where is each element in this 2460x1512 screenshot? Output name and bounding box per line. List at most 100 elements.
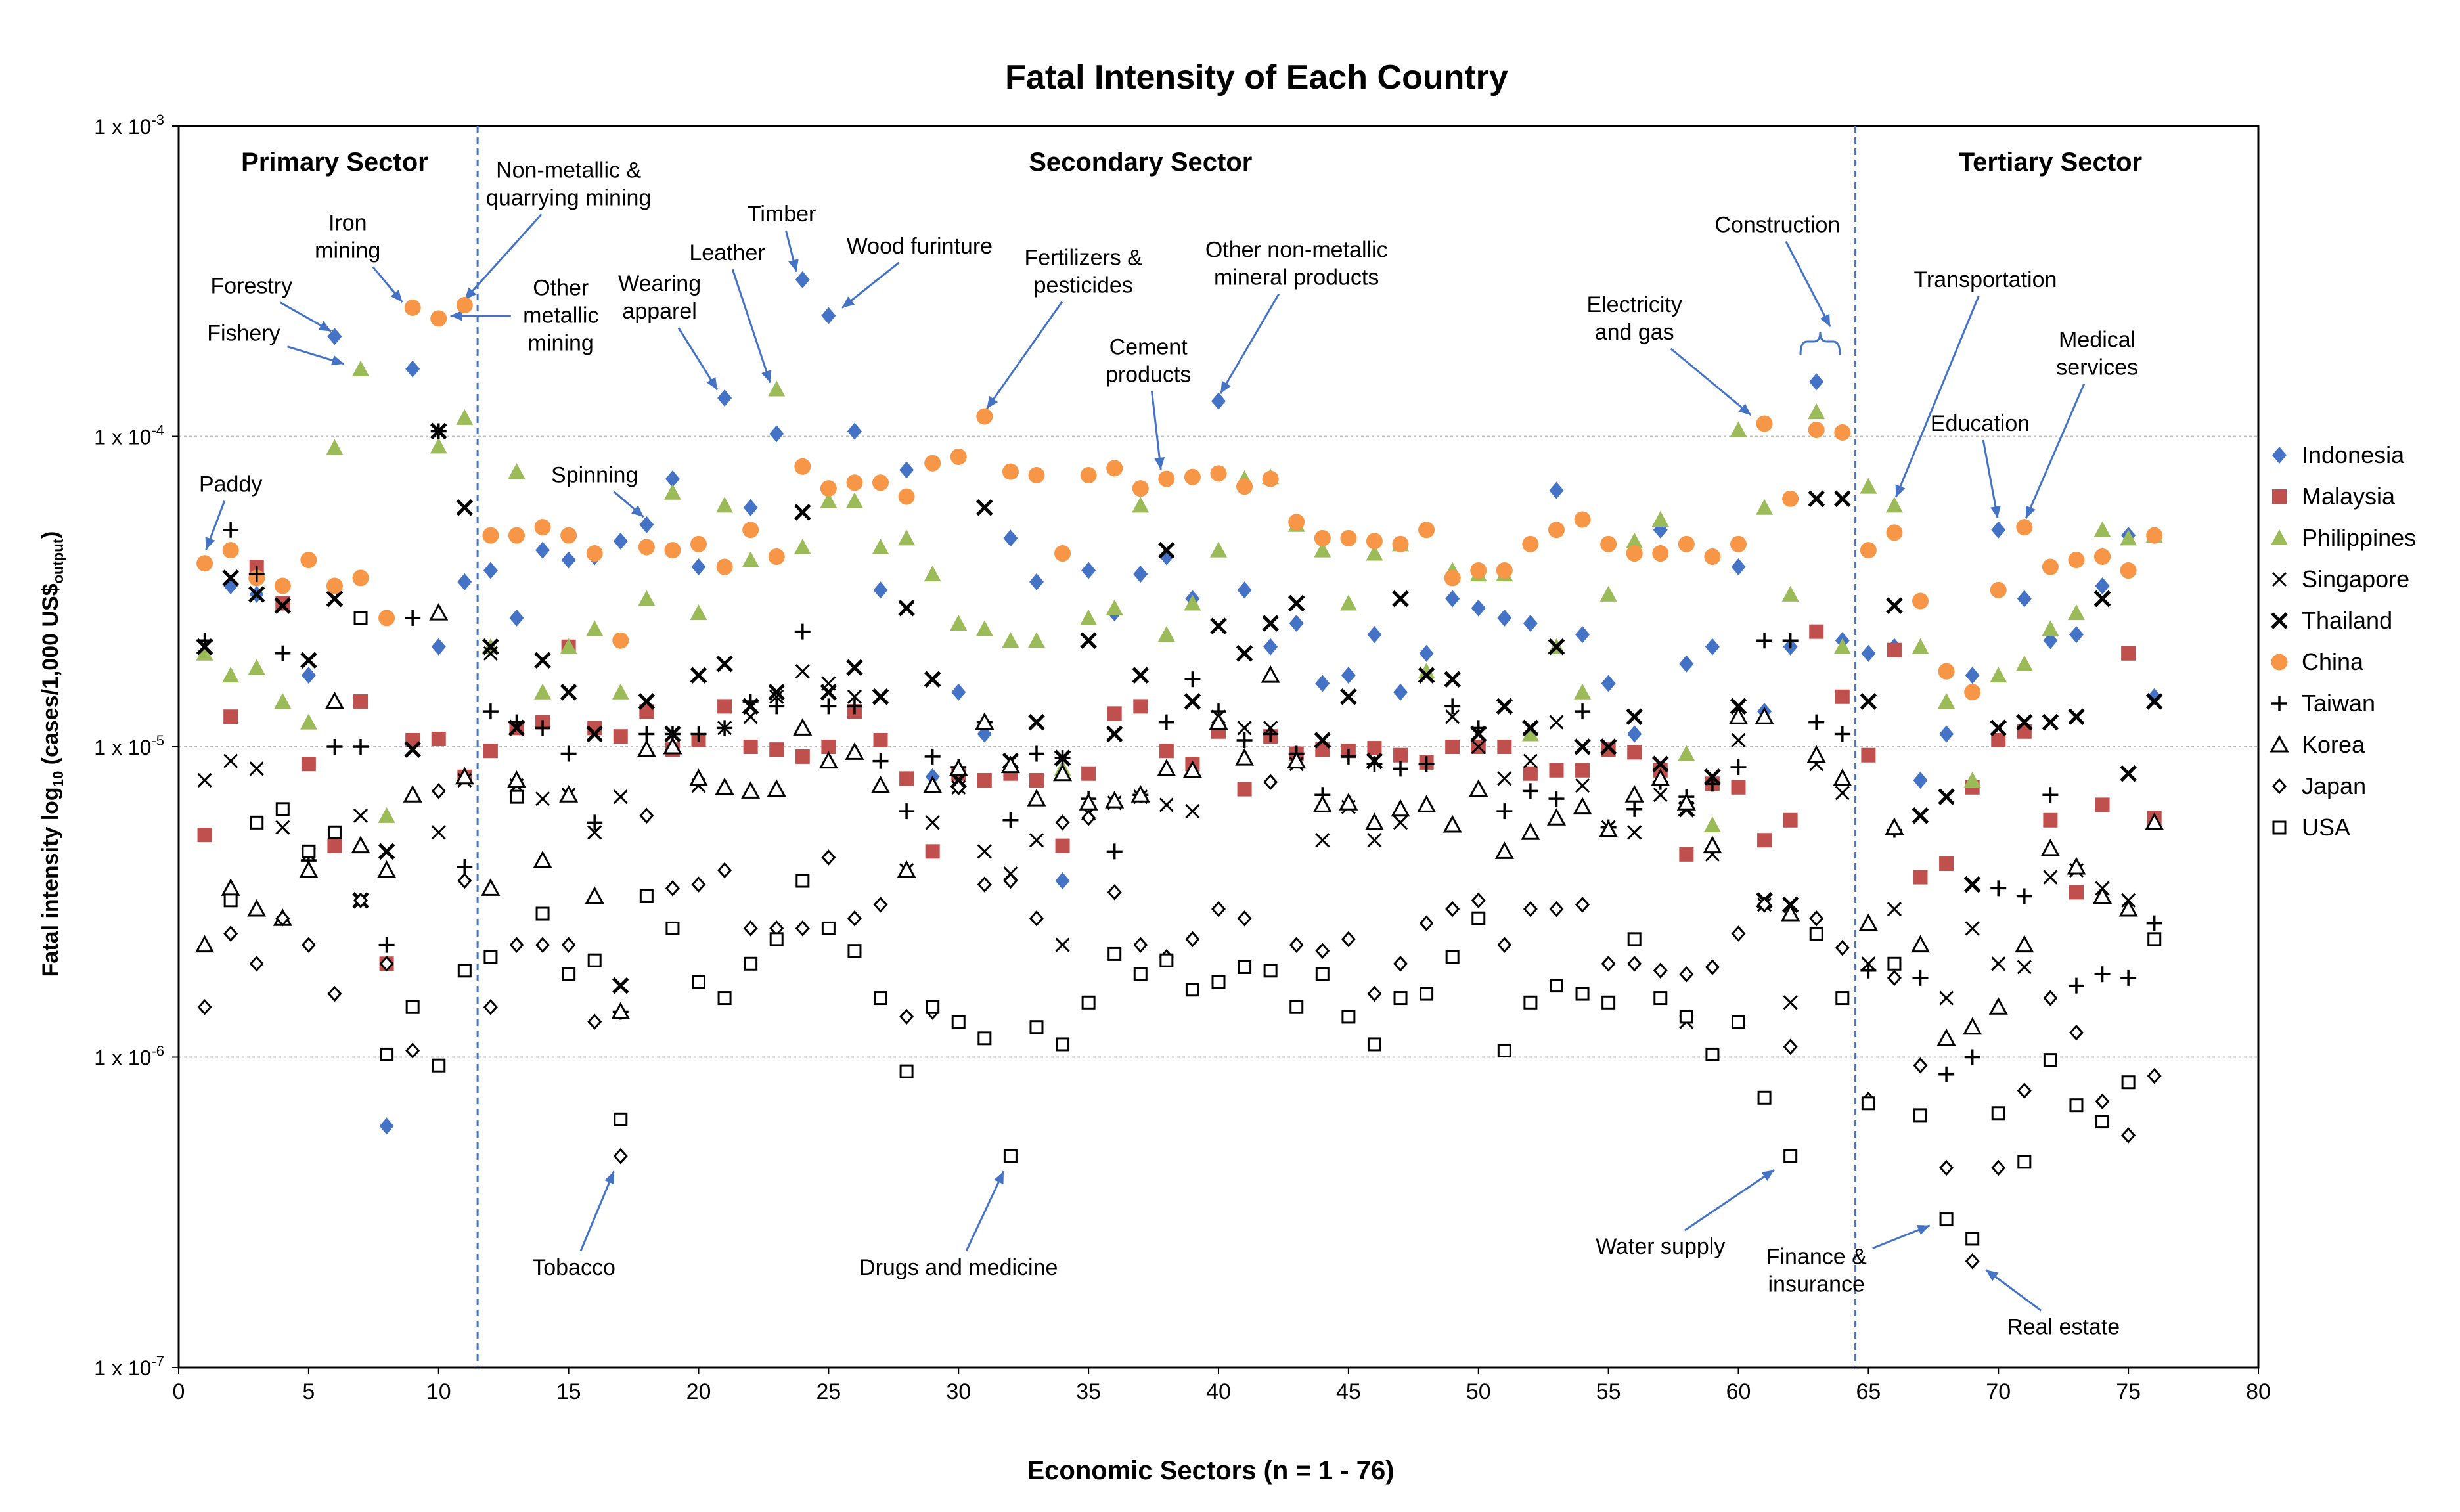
x-tick-label: 50 — [1466, 1379, 1491, 1404]
data-point — [742, 551, 759, 567]
data-point — [1315, 675, 1330, 692]
series-philippines — [196, 360, 2163, 832]
data-point — [818, 751, 838, 769]
series-korea — [195, 603, 2164, 1046]
annotation-label: Electricity — [1586, 292, 1682, 317]
data-point — [1858, 913, 1878, 931]
y-tick-exponent: -7 — [151, 1353, 164, 1369]
data-point — [977, 876, 992, 893]
annotation-arrow — [1219, 293, 1280, 395]
annotation-label: products — [1106, 363, 1191, 388]
data-point — [431, 638, 446, 656]
data-point — [1886, 524, 1903, 541]
data-point — [561, 937, 576, 953]
legend-marker — [2272, 820, 2287, 835]
data-point — [2040, 838, 2060, 856]
annotation-label: Other non-metallic — [1205, 238, 1388, 263]
data-point — [665, 921, 680, 935]
data-point — [1808, 421, 1825, 438]
data-point — [1442, 814, 1462, 833]
data-point — [1652, 755, 1669, 772]
annotation-wood: Wood furinture — [841, 234, 993, 309]
data-point — [1678, 535, 1695, 552]
data-point — [717, 991, 732, 1006]
data-point — [1549, 901, 1564, 918]
data-point — [1497, 771, 1512, 786]
data-point — [1991, 956, 2006, 971]
data-point — [1445, 901, 1460, 918]
data-point — [1679, 847, 1694, 862]
data-point — [2120, 529, 2137, 546]
data-point — [1081, 562, 1096, 579]
data-point — [873, 897, 888, 913]
data-point — [535, 937, 550, 953]
data-point — [1808, 714, 1825, 730]
annotations: Paddy Fishery Forestry Iron mining Non-metall… — [199, 158, 2138, 1339]
data-point — [403, 785, 422, 803]
data-point — [1314, 541, 1331, 558]
legend-item-korea: Korea — [2270, 731, 2365, 758]
data-point — [1366, 545, 1383, 561]
data-point — [1263, 774, 1278, 790]
annotation-label: quarrying mining — [486, 185, 651, 210]
data-point — [1546, 808, 1567, 826]
data-point — [1496, 698, 1513, 715]
data-point — [2069, 626, 2084, 644]
data-point — [1081, 995, 1096, 1010]
data-point — [1783, 1038, 1798, 1055]
data-point — [1522, 783, 1538, 799]
legend-marker — [2271, 696, 2287, 711]
data-point — [1418, 667, 1435, 684]
annotation-fishery: Fishery — [207, 321, 344, 366]
data-point — [1653, 962, 1668, 979]
data-point — [1732, 1015, 1745, 1029]
data-point — [821, 307, 836, 324]
data-point — [1522, 719, 1539, 737]
annotation-arrowhead — [788, 259, 799, 272]
data-point — [1055, 872, 1070, 890]
data-point — [1835, 939, 1850, 956]
legend-item-japan: Japan — [2271, 772, 2366, 799]
legend-marker — [2272, 447, 2287, 464]
y-axis-label-sub1: 10 — [50, 771, 66, 787]
data-point — [1133, 937, 1148, 953]
data-point — [1626, 532, 1644, 548]
data-point — [1624, 785, 1644, 803]
data-point — [301, 937, 316, 953]
data-point — [534, 519, 551, 536]
annotation-label: services — [2056, 355, 2138, 380]
data-point — [405, 360, 420, 378]
data-point — [1936, 1028, 1956, 1046]
data-point — [1574, 511, 1591, 528]
data-point — [846, 474, 863, 491]
annotation-drugs: Drugs and medicine — [859, 1170, 1058, 1280]
data-point — [1834, 424, 1851, 441]
chart-title: Fatal Intensity of Each Country — [1005, 58, 1508, 97]
data-point — [2017, 960, 2032, 975]
annotation-label: pesticides — [1034, 273, 1133, 298]
data-point — [1679, 966, 1694, 983]
data-point — [1393, 747, 1408, 763]
data-point — [1728, 707, 1749, 724]
y-tick-exponent: -5 — [151, 732, 164, 749]
data-point — [975, 620, 993, 636]
data-point — [1367, 985, 1382, 1002]
data-point — [1965, 667, 1980, 684]
data-point — [1444, 698, 1461, 715]
data-point — [2094, 548, 2111, 565]
data-point — [1420, 987, 1434, 1001]
data-point — [2068, 552, 2085, 569]
annotation-medical: Medical services — [2024, 327, 2138, 519]
data-point — [1107, 706, 1122, 721]
data-point — [1808, 490, 1825, 508]
data-point — [1315, 967, 1330, 981]
data-point — [1600, 535, 1617, 552]
data-point — [793, 718, 813, 736]
annotation-label: Fertilizers & — [1024, 245, 1142, 270]
data-point — [2146, 527, 2163, 544]
data-point — [586, 545, 603, 562]
data-point — [873, 581, 888, 599]
data-point — [353, 892, 369, 909]
data-point — [1471, 911, 1486, 925]
